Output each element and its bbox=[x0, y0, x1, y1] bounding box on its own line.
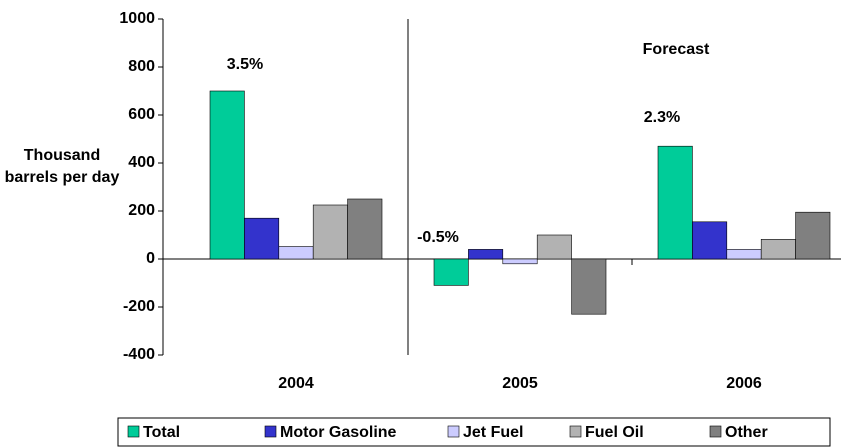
bar bbox=[347, 198, 383, 260]
bar bbox=[692, 221, 728, 260]
bar bbox=[795, 211, 831, 260]
bar bbox=[536, 234, 572, 260]
y-tick-label: 600 bbox=[128, 106, 155, 123]
legend-label: Other bbox=[725, 424, 768, 441]
bar bbox=[502, 258, 538, 265]
x-tick-label: 2004 bbox=[278, 375, 314, 392]
annotation: Forecast bbox=[643, 41, 710, 58]
legend-swatch bbox=[447, 425, 460, 438]
bar bbox=[726, 249, 762, 260]
bar bbox=[657, 145, 693, 260]
annotation: 2.3% bbox=[644, 109, 680, 126]
legend-swatch bbox=[264, 425, 277, 438]
y-tick-label: -400 bbox=[123, 346, 155, 363]
bar bbox=[244, 217, 280, 260]
bar bbox=[278, 246, 314, 260]
legend-label: Jet Fuel bbox=[463, 424, 523, 441]
legend-label: Total bbox=[143, 424, 180, 441]
legend-label: Fuel Oil bbox=[585, 424, 644, 441]
y-tick-label: 200 bbox=[128, 202, 155, 219]
y-tick-label: -200 bbox=[123, 298, 155, 315]
bar bbox=[209, 90, 245, 260]
x-tick-label: 2005 bbox=[502, 375, 538, 392]
bar bbox=[433, 258, 469, 286]
annotation: 3.5% bbox=[227, 56, 263, 73]
bar bbox=[312, 204, 348, 260]
legend-label: Motor Gasoline bbox=[280, 424, 397, 441]
y-tick-label: 0 bbox=[146, 250, 155, 267]
annotation: -0.5% bbox=[417, 229, 459, 246]
x-tick-label: 2006 bbox=[726, 375, 762, 392]
legend-swatch bbox=[569, 425, 582, 438]
y-tick-label: 400 bbox=[128, 154, 155, 171]
y-tick-label: 1000 bbox=[119, 10, 155, 27]
legend-swatch bbox=[127, 425, 140, 438]
bar bbox=[571, 258, 607, 315]
bar bbox=[468, 249, 504, 260]
y-tick-label: 800 bbox=[128, 58, 155, 75]
legend-swatch bbox=[709, 425, 722, 438]
y-axis-label: Thousand barrels per day bbox=[4, 147, 120, 186]
bar bbox=[760, 239, 796, 260]
